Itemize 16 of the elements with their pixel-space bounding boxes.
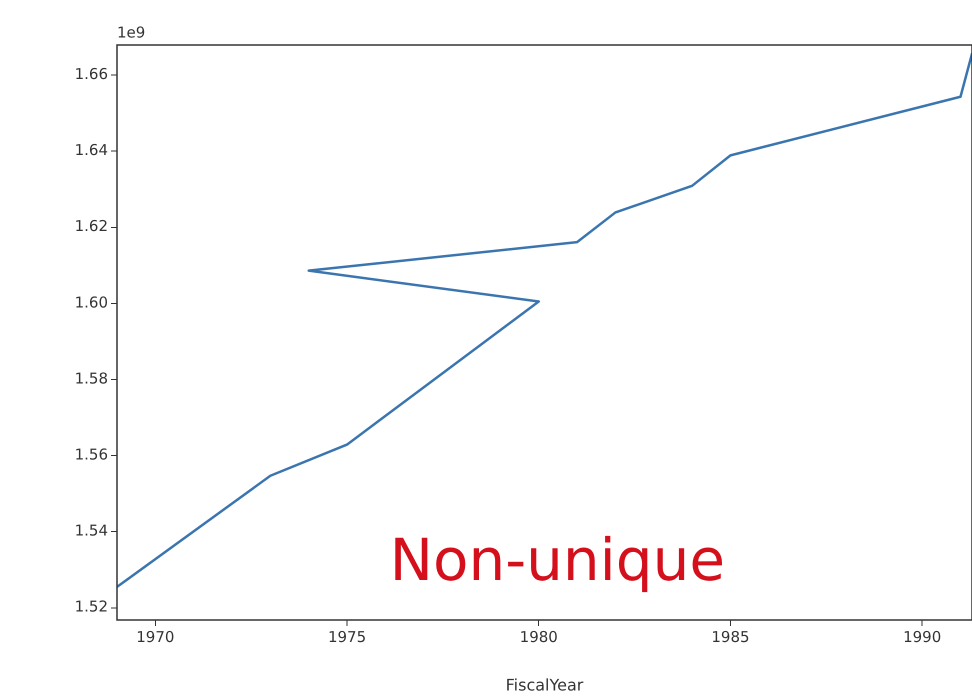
text: 1e9 [117, 23, 146, 42]
x-tick-label: 1975 [328, 628, 366, 646]
x-tick-label: 1980 [520, 628, 558, 646]
y-tick-label: 1.56 [74, 445, 108, 464]
y-tick-label: 1.66 [74, 64, 108, 83]
x-tick-label: 1985 [711, 628, 750, 646]
y-tick-label: 1.62 [74, 217, 108, 236]
y-tick-label: 1.58 [74, 369, 108, 388]
y-tick-label: 1.52 [74, 598, 108, 616]
y-tick-label: 1.60 [74, 293, 108, 312]
x-tick-label: 1990 [903, 628, 942, 646]
x-axis-title: FiscalYear [506, 676, 584, 695]
annotation: Non-unique [390, 526, 726, 594]
y-tick-label: 1.64 [74, 141, 108, 160]
y-tick-label: 1.54 [74, 522, 108, 540]
x-tick-label: 1970 [136, 628, 174, 646]
